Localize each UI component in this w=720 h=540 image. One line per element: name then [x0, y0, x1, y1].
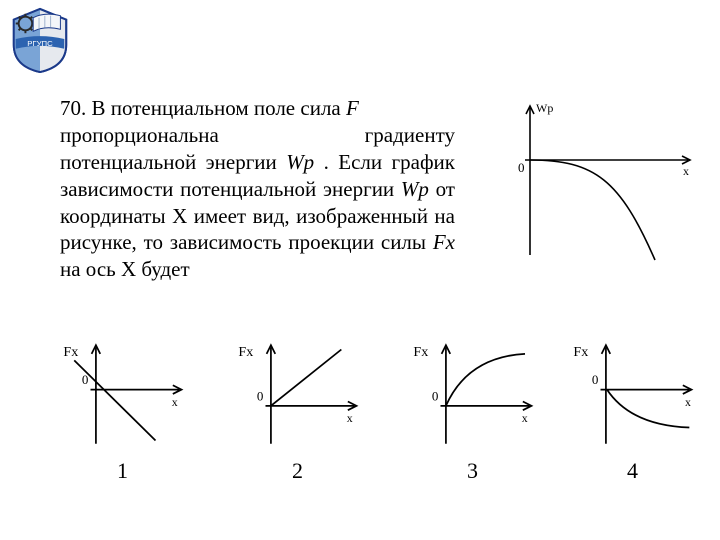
opt1-xlabel: x: [171, 395, 177, 409]
q-text-1: В потенциальном поле сила: [92, 96, 341, 120]
opt2-ylabel: Fx: [238, 344, 253, 360]
opt4-origin: 0: [591, 372, 598, 387]
option-3-number: 3: [390, 458, 555, 484]
opt2-xlabel: x: [346, 411, 352, 425]
q-text-5: на ось X будет: [60, 257, 190, 281]
wp-symbol-1: Wp: [286, 150, 314, 174]
option-2: Fx x 0 2: [215, 340, 380, 484]
option-3-graph: Fx x 0: [408, 340, 538, 450]
option-4: Fx x 0 4: [550, 340, 715, 484]
fx-symbol: Fx: [433, 230, 455, 254]
wp-symbol-2: Wp: [401, 177, 429, 201]
opt3-origin: 0: [431, 388, 438, 403]
question-number: 70.: [60, 96, 86, 120]
opt4-xlabel: x: [685, 395, 691, 409]
opt1-origin: 0: [81, 372, 88, 387]
main-graph-ylabel: Wp: [536, 101, 553, 115]
force-symbol: F: [346, 96, 359, 120]
opt2-origin: 0: [256, 388, 263, 403]
main-wp-graph: Wp x 0: [500, 100, 695, 270]
option-1-graph: Fx x 0: [58, 340, 188, 450]
opt3-xlabel: x: [521, 411, 527, 425]
option-4-number: 4: [550, 458, 715, 484]
logo-label: РГУПС: [27, 39, 53, 48]
university-logo: РГУПС: [6, 6, 74, 74]
option-4-graph: Fx x 0: [568, 340, 698, 450]
option-1-number: 1: [40, 458, 205, 484]
opt1-ylabel: Fx: [63, 344, 78, 360]
main-graph-xlabel: x: [683, 164, 689, 178]
option-3: Fx x 0 3: [390, 340, 555, 484]
option-1: Fx x 0 1: [40, 340, 205, 484]
question-block: 70. В потенциальном поле сила F пропорци…: [60, 95, 455, 283]
main-graph-origin: 0: [518, 160, 525, 175]
option-2-number: 2: [215, 458, 380, 484]
opt3-ylabel: Fx: [413, 344, 428, 360]
opt4-ylabel: Fx: [573, 344, 588, 360]
option-2-graph: Fx x 0: [233, 340, 363, 450]
